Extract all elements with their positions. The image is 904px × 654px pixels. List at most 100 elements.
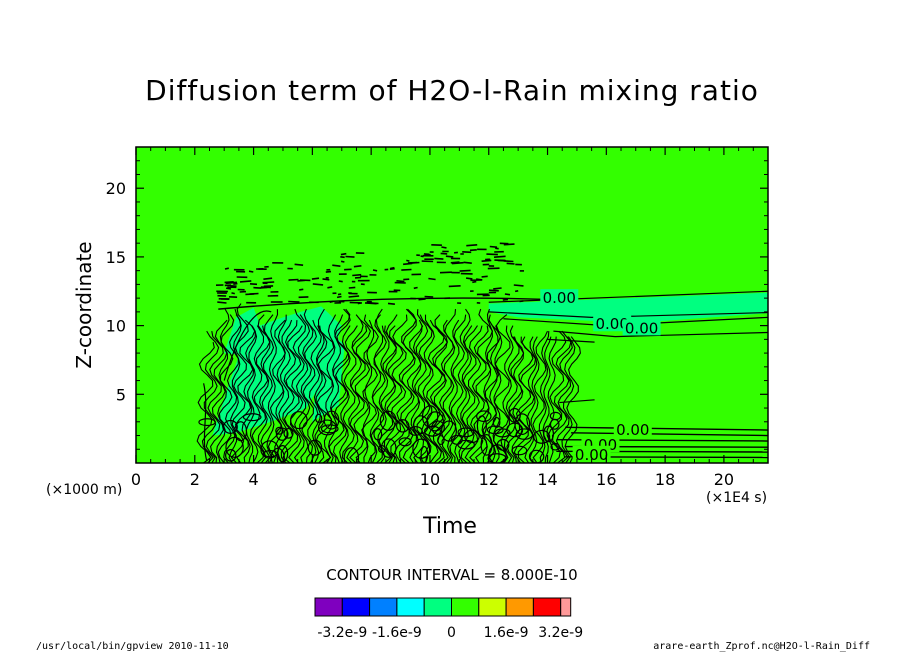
contour-line xyxy=(248,270,254,273)
contour-line xyxy=(339,325,351,463)
contour-line xyxy=(486,425,504,435)
contour-line xyxy=(224,267,229,270)
contour-line xyxy=(340,260,345,263)
colorbar-tick-label: -3.2e-9 xyxy=(317,625,367,641)
contour-line xyxy=(293,314,311,463)
contour-line xyxy=(428,277,436,281)
contour-line xyxy=(426,411,444,432)
contour-line xyxy=(493,314,511,463)
contour-line xyxy=(399,308,417,463)
colorbar-tick-label: 3.2e-9 xyxy=(538,625,583,641)
colorbar-swatch xyxy=(505,597,534,617)
contour-line xyxy=(412,309,429,463)
contour-line xyxy=(550,442,561,451)
contour-line xyxy=(506,422,524,438)
contour-line xyxy=(469,249,477,252)
contour-line xyxy=(406,259,410,262)
contour-line xyxy=(466,244,478,247)
contour-label: 0.00 xyxy=(543,289,576,307)
x-tick-label: 16 xyxy=(596,470,616,489)
contour-line xyxy=(489,245,498,248)
contour-line xyxy=(283,427,294,439)
contour-line xyxy=(379,410,397,431)
contour-line xyxy=(253,286,261,289)
contour-line xyxy=(559,399,595,404)
y-tick-label: 20 xyxy=(106,179,126,198)
contour-line xyxy=(223,314,242,463)
contour-line xyxy=(280,320,298,463)
contour-line xyxy=(311,277,320,280)
contour-label: 0.00 xyxy=(625,319,658,337)
x-axis-unit: (×1E4 s) xyxy=(706,490,768,506)
contour-line xyxy=(416,314,433,463)
contour-line xyxy=(480,434,493,456)
contour-line xyxy=(420,255,424,258)
contour-line xyxy=(450,434,463,445)
colorbar-swatch xyxy=(423,597,453,617)
contour-line xyxy=(437,435,445,446)
contour-line xyxy=(441,420,457,442)
contour-line xyxy=(225,287,232,290)
contour-label-bg xyxy=(622,319,661,336)
x-axis-label: Time xyxy=(423,514,477,539)
contour-line xyxy=(401,268,412,271)
contour-line xyxy=(288,278,299,281)
contour-line xyxy=(460,325,478,463)
contour-line xyxy=(348,286,356,289)
x-tick-label: 2 xyxy=(190,470,200,489)
contour-line xyxy=(224,281,234,284)
contour-line xyxy=(513,336,534,463)
contour-line xyxy=(210,319,228,463)
contour-line xyxy=(390,314,408,463)
contour-line xyxy=(215,308,230,463)
contour-line xyxy=(317,419,337,436)
contour-line xyxy=(198,418,216,427)
contour-label-bg xyxy=(572,445,611,462)
colorbar-tick-label: 1.6e-9 xyxy=(484,625,529,641)
contour-line xyxy=(481,259,492,262)
contour-line xyxy=(465,277,473,280)
contour-line xyxy=(503,260,514,263)
contour-line xyxy=(488,311,768,318)
contour-line xyxy=(201,330,220,463)
contour-line xyxy=(398,437,412,447)
contour-line xyxy=(514,413,531,435)
contour-line xyxy=(486,253,498,256)
contour-line xyxy=(390,266,395,270)
contour-line xyxy=(440,252,448,255)
contour-line xyxy=(362,319,375,463)
contour-line xyxy=(564,336,581,463)
contour-line xyxy=(447,319,460,463)
contour-line xyxy=(373,428,383,441)
contour-line xyxy=(323,314,337,463)
colorbar-swatch xyxy=(396,597,425,617)
contour-label-bg xyxy=(540,289,579,306)
colorbar-swatch xyxy=(560,597,572,617)
footer-file-variable: arare-earth_Zprof.nc@H2O-l-Rain_Diff xyxy=(653,641,870,652)
contour-line xyxy=(370,314,387,463)
contour-line xyxy=(196,341,215,463)
contour-line xyxy=(320,424,339,434)
contour-line xyxy=(225,436,244,458)
contour-line xyxy=(249,283,258,286)
contour-line xyxy=(260,314,275,463)
contour-line xyxy=(476,415,487,437)
contour-line xyxy=(472,280,477,284)
contour-line xyxy=(462,251,472,254)
colorbar-swatch xyxy=(314,597,343,617)
contour-line xyxy=(266,309,279,463)
contour-line xyxy=(445,255,454,258)
contour-line xyxy=(231,292,235,295)
contour-line xyxy=(315,413,323,424)
contour-line xyxy=(233,282,238,285)
contour-line xyxy=(418,298,426,301)
contour-line xyxy=(421,314,435,463)
contour-line xyxy=(349,325,368,463)
contour-line xyxy=(383,314,398,463)
contour-line xyxy=(495,247,499,250)
contour-line xyxy=(441,246,447,249)
contour-line xyxy=(325,270,332,273)
contour-line xyxy=(476,410,492,423)
contour-line xyxy=(230,303,249,463)
